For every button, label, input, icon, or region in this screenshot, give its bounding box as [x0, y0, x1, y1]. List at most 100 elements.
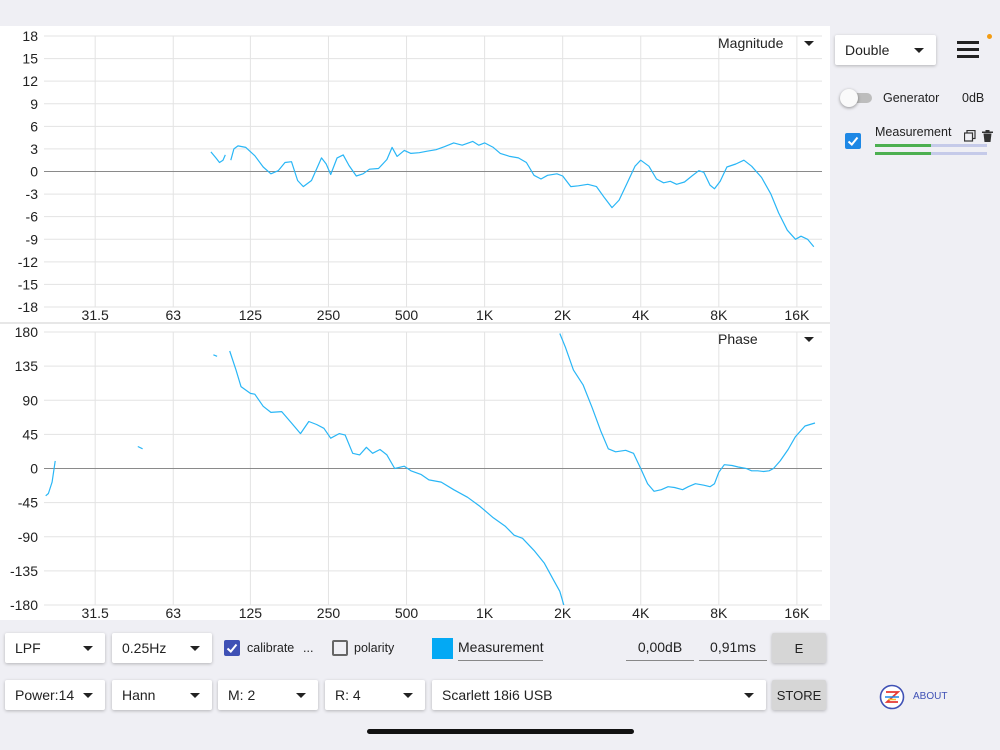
- power-select[interactable]: Power:14: [5, 680, 105, 710]
- about-button[interactable]: ABOUT: [879, 684, 949, 710]
- magnitude-y-tick-label: 0: [30, 164, 38, 180]
- gain-field[interactable]: 0,00dB: [626, 636, 694, 661]
- phase-trace: [559, 333, 816, 492]
- phase-y-tick-label: -90: [18, 529, 38, 545]
- magnitude-x-tick-label: 125: [239, 307, 263, 323]
- chevron-down-icon: [403, 692, 413, 698]
- phase-y-tick-label: -180: [10, 597, 38, 613]
- chevron-down-icon: [804, 336, 814, 342]
- magnitude-x-tick-label: 250: [317, 307, 341, 323]
- mode-select[interactable]: Double: [835, 35, 936, 65]
- magnitude-view-select[interactable]: Magnitude: [708, 31, 826, 55]
- phase-trace: [45, 460, 56, 497]
- chevron-down-icon: [744, 692, 754, 698]
- phase-y-tick-label: 180: [15, 324, 39, 340]
- filter-select-label: LPF: [15, 640, 41, 656]
- phase-x-tick-label: 16K: [784, 605, 810, 620]
- calibrate-more-button[interactable]: ...: [303, 641, 314, 655]
- phase-x-tick-label: 1K: [476, 605, 494, 620]
- chevron-down-icon: [83, 645, 93, 651]
- magnitude-y-tick-label: 3: [30, 141, 38, 157]
- phase-y-tick-label: 135: [15, 358, 39, 374]
- level-meter-2: [875, 152, 987, 155]
- level-meter-2-fill: [875, 152, 931, 155]
- device-select[interactable]: Scarlett 18i6 USB: [432, 680, 766, 710]
- chevron-down-icon: [83, 692, 93, 698]
- magnitude-x-tick-label: 31.5: [82, 307, 109, 323]
- device-select-label: Scarlett 18i6 USB: [442, 687, 553, 703]
- copy-icon[interactable]: [964, 130, 976, 142]
- phase-view-select[interactable]: Phase: [708, 327, 826, 351]
- magnitude-y-tick-label: 12: [22, 73, 38, 89]
- r-select-label: R: 4: [335, 687, 361, 703]
- about-label: ABOUT: [913, 691, 948, 702]
- r-select[interactable]: R: 4: [325, 680, 425, 710]
- magnitude-x-tick-label: 1K: [476, 307, 494, 323]
- magnitude-y-tick-label: -3: [26, 186, 39, 202]
- delay-field[interactable]: 0,91ms: [699, 636, 767, 661]
- frequency-select[interactable]: 0.25Hz: [112, 633, 212, 663]
- phase-view-select-label: Phase: [718, 331, 758, 347]
- trace-name-field[interactable]: Measurement: [458, 636, 544, 661]
- notification-dot: [987, 34, 992, 39]
- level-meter-1-fill: [875, 144, 931, 147]
- sidebar: Double Generator 0dB Measurement: [830, 26, 1000, 620]
- toggle-knob: [840, 89, 858, 107]
- hamburger-icon[interactable]: [957, 41, 979, 59]
- chevron-down-icon: [804, 40, 814, 46]
- magnitude-x-tick-label: 63: [165, 307, 181, 323]
- phase-y-tick-label: 45: [22, 426, 38, 442]
- window-select-label: Hann: [122, 687, 156, 703]
- calibrate-checkbox[interactable]: [224, 640, 240, 656]
- phase-x-tick-label: 250: [317, 605, 341, 620]
- home-indicator[interactable]: [367, 729, 634, 734]
- phase-y-tick-label: 0: [30, 461, 38, 477]
- generator-toggle[interactable]: [840, 89, 872, 107]
- magnitude-y-tick-label: -15: [18, 276, 38, 292]
- phase-x-tick-label: 500: [395, 605, 419, 620]
- phase-x-tick-label: 125: [239, 605, 263, 620]
- magnitude-y-tick-label: -18: [18, 299, 38, 315]
- measurement-checkbox[interactable]: [845, 133, 861, 149]
- generator-level: 0dB: [962, 91, 985, 105]
- trash-icon[interactable]: [982, 130, 993, 142]
- chart-area[interactable]: 31.5 63 125 250 500 1K 2K 4K 8K 16K 18 15 12 9 6 3 0 -3 -6…: [0, 26, 830, 621]
- calibrate-label: calibrate: [247, 641, 295, 655]
- chevron-down-icon: [190, 692, 200, 698]
- mode-select-label: Double: [845, 42, 890, 58]
- filter-select[interactable]: LPF: [5, 633, 105, 663]
- magnitude-x-tick-label: 2K: [554, 307, 572, 323]
- trace-color-swatch[interactable]: [432, 638, 453, 659]
- store-button[interactable]: STORE: [772, 680, 826, 710]
- phase-trace: [229, 350, 565, 606]
- magnitude-y-tick-label: 9: [30, 96, 38, 112]
- magnitude-x-tick-label: 500: [395, 307, 419, 323]
- polarity-checkbox[interactable]: [332, 640, 348, 656]
- magnitude-y-tick-label: -6: [26, 209, 39, 225]
- phase-x-tick-label: 63: [165, 605, 181, 620]
- e-button[interactable]: E: [772, 633, 826, 663]
- level-meter-1: [875, 144, 987, 147]
- magnitude-x-tick-label: 16K: [784, 307, 810, 323]
- phase-trace: [213, 354, 218, 357]
- magnitude-trace: [210, 151, 226, 164]
- window-select[interactable]: Hann: [112, 680, 212, 710]
- phase-x-tick-label: 8K: [710, 605, 728, 620]
- frequency-select-label: 0.25Hz: [122, 640, 167, 656]
- app-logo-icon: [879, 684, 905, 710]
- chevron-down-icon: [914, 47, 924, 53]
- phase-x-tick-label: 2K: [554, 605, 572, 620]
- power-select-label: Power:14: [15, 687, 75, 703]
- phase-y-tick-label: -45: [18, 495, 38, 511]
- magnitude-view-select-label: Magnitude: [718, 35, 784, 51]
- check-icon: [226, 643, 238, 653]
- magnitude-y-tick-label: -9: [26, 231, 39, 247]
- phase-x-tick-label: 4K: [632, 605, 650, 620]
- generator-label: Generator: [883, 91, 940, 105]
- charts-svg[interactable]: 31.5 63 125 250 500 1K 2K 4K 8K 16K1815129630-3-6…: [0, 26, 830, 621]
- magnitude-y-tick-label: 6: [30, 118, 38, 134]
- magnitude-x-tick-label: 8K: [710, 307, 728, 323]
- m-select[interactable]: M: 2: [218, 680, 318, 710]
- magnitude-y-tick-label: -12: [18, 254, 38, 270]
- chevron-down-icon: [190, 645, 200, 651]
